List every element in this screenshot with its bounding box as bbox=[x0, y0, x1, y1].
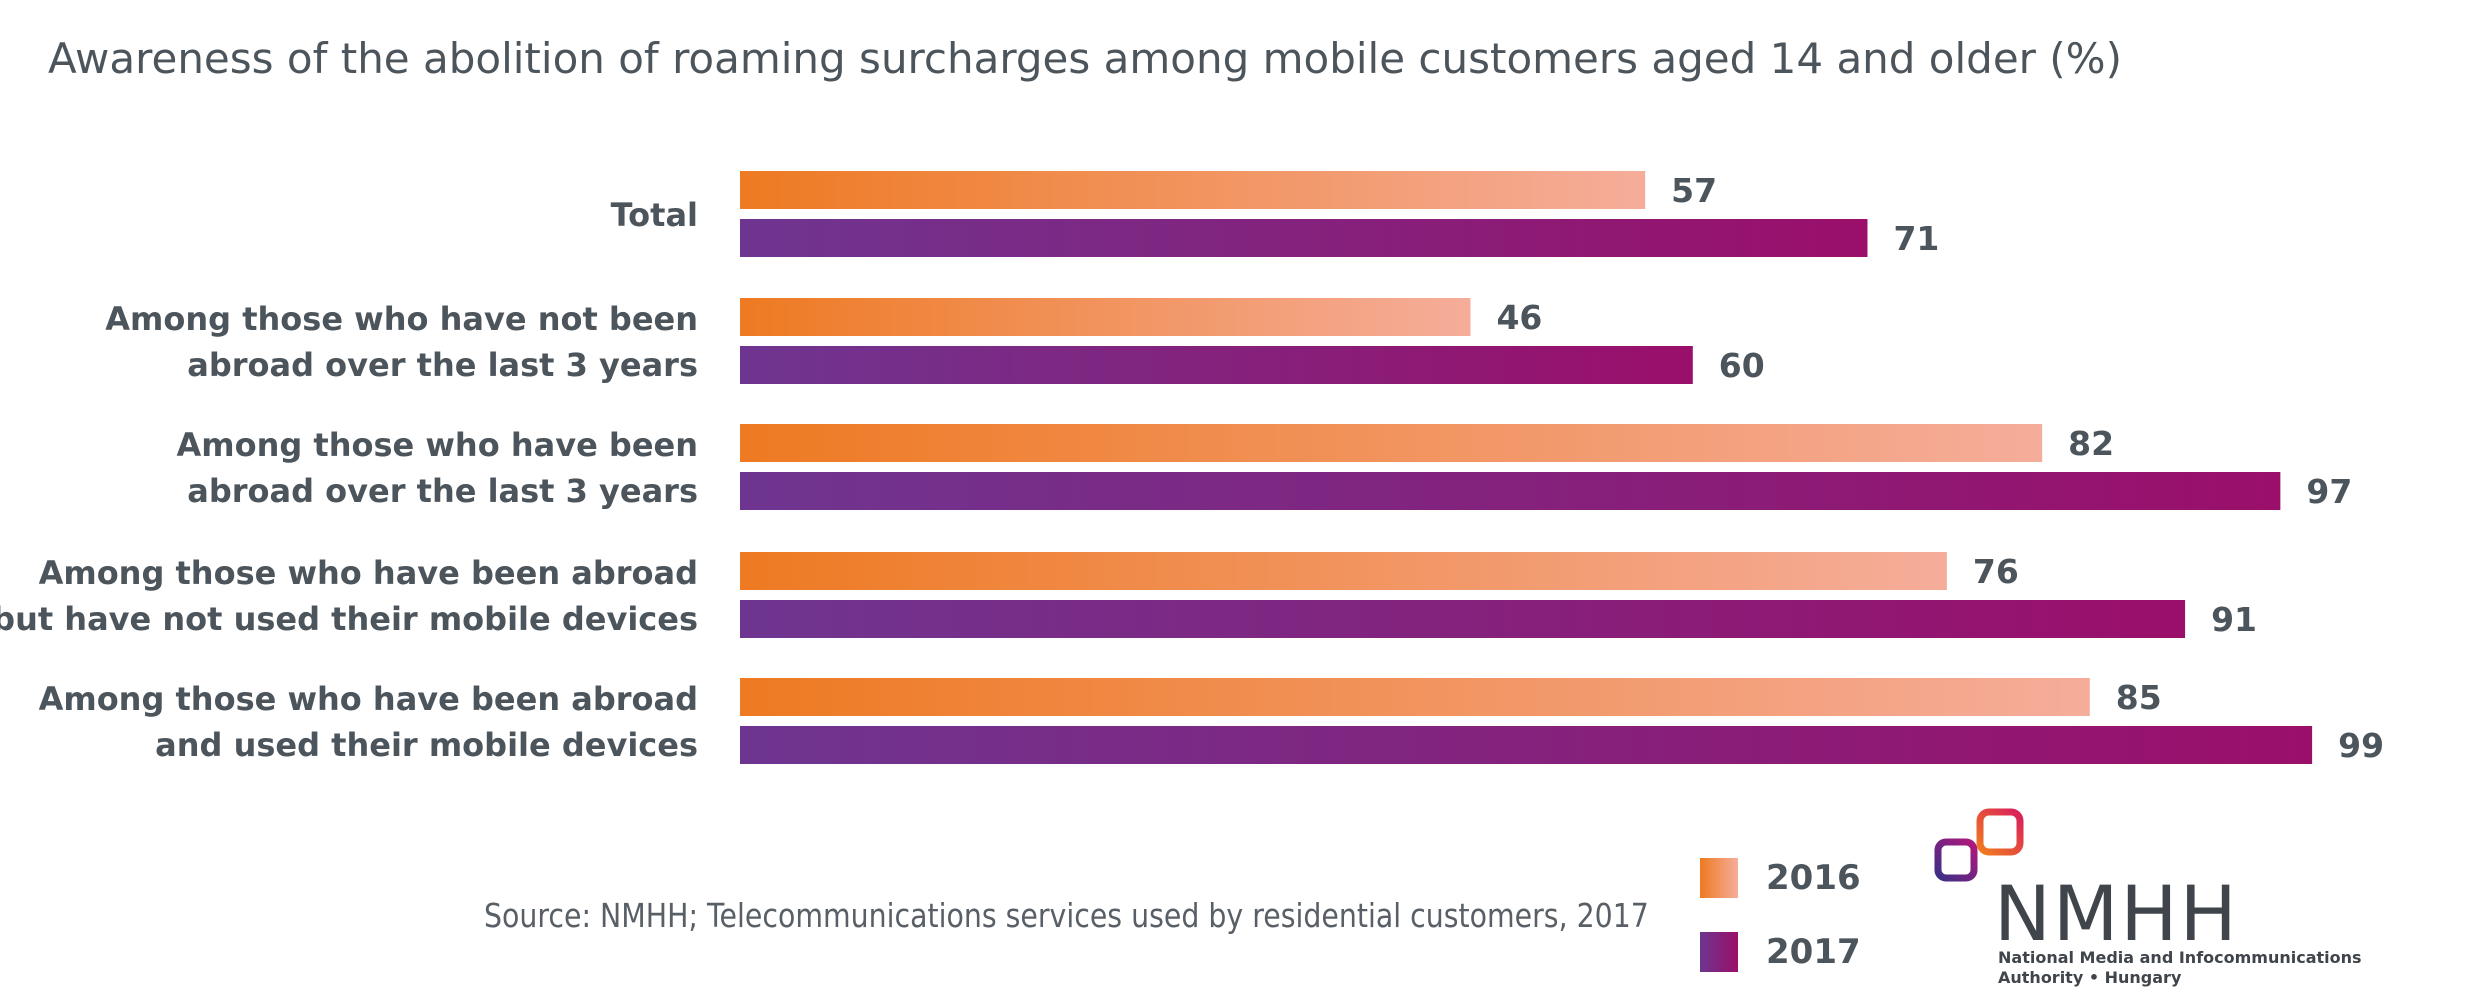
value-label-2016-1: 46 bbox=[1496, 298, 1542, 337]
value-label-2016-2: 82 bbox=[2068, 424, 2114, 463]
bar-2016-4 bbox=[740, 678, 2090, 716]
value-label-2016-4: 85 bbox=[2116, 678, 2162, 717]
value-label-2016-3: 76 bbox=[1973, 552, 2019, 591]
source-note: Source: NMHH; Telecommunications service… bbox=[484, 896, 1649, 935]
chart-title: Awareness of the abolition of roaming su… bbox=[48, 34, 2122, 83]
value-label-2016-0: 57 bbox=[1671, 171, 1717, 210]
value-label-2017-1: 60 bbox=[1719, 346, 1765, 385]
nmhh-logo: NMHH National Media and Infocommunicatio… bbox=[1932, 808, 2362, 988]
category-label-3: Among those who have been abroad but have… bbox=[0, 554, 698, 638]
category-label-2: Among those who have been abroad over the… bbox=[176, 426, 698, 510]
legend-label-2017: 2017 bbox=[1766, 932, 1861, 972]
bar-2017-4 bbox=[740, 726, 2313, 764]
bar-2017-0 bbox=[740, 219, 1868, 257]
bar-2016-3 bbox=[740, 552, 1947, 590]
value-label-2017-0: 71 bbox=[1893, 219, 1939, 258]
value-label-2017-4: 99 bbox=[2338, 726, 2384, 765]
bar-2017-1 bbox=[740, 346, 1693, 384]
legend-label-2016: 2016 bbox=[1766, 858, 1861, 898]
bar-2016-2 bbox=[740, 424, 2043, 462]
category-label-1: Among those who have not been abroad over… bbox=[105, 300, 698, 384]
category-label-4: Among those who have been abroad and used… bbox=[39, 680, 698, 764]
legend-swatch-2017 bbox=[1700, 932, 1738, 972]
logo-mark-icon bbox=[1934, 808, 2024, 882]
bar-2017-3 bbox=[740, 600, 2186, 638]
bar-2017-2 bbox=[740, 472, 2281, 510]
value-label-2017-3: 91 bbox=[2211, 600, 2257, 639]
legend-item-2017: 2017 bbox=[1700, 930, 1861, 974]
bar-2016-1 bbox=[740, 298, 1471, 336]
legend-item-2016: 2016 bbox=[1700, 856, 1861, 900]
logo-tagline-2: Authority • Hungary bbox=[1998, 968, 2182, 987]
logo-tagline-1: National Media and Infocommunications bbox=[1998, 948, 2362, 967]
value-label-2017-2: 97 bbox=[2306, 472, 2352, 511]
bars-layer: 57 71 Total 46 60 Among those who have not be… bbox=[0, 171, 2384, 765]
logo-wordmark: NMHH bbox=[1994, 869, 2239, 958]
category-label-0: Total bbox=[611, 196, 698, 234]
bar-2016-0 bbox=[740, 171, 1646, 209]
legend-swatch-2016 bbox=[1700, 858, 1738, 898]
